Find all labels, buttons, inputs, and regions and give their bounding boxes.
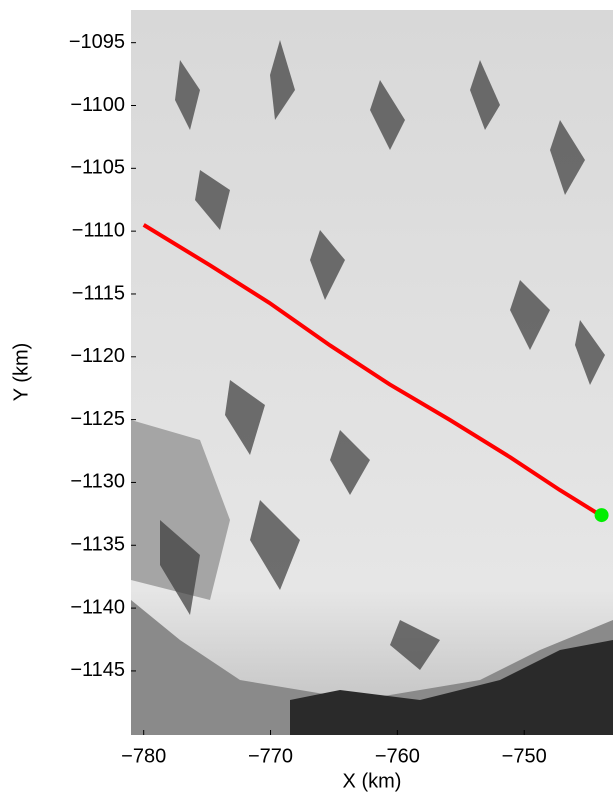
y-tick-label: −1140 [70, 596, 125, 618]
y-tick-label: −1120 [70, 345, 125, 367]
x-axis-label: X (km) [343, 770, 402, 792]
y-tick-label: −1135 [70, 534, 125, 556]
y-tick-label: −1105 [70, 157, 125, 179]
y-axis-label: Y (km) [10, 343, 32, 402]
y-tick-label: −1095 [69, 31, 125, 53]
x-tick-label: −780 [121, 745, 166, 767]
x-tick-label: −770 [248, 745, 293, 767]
y-tick-label: −1125 [70, 408, 125, 430]
y-tick-label: −1110 [72, 219, 125, 241]
y-tick-label: −1100 [70, 94, 125, 116]
point-marker [594, 508, 609, 523]
x-tick-label: −760 [375, 745, 420, 767]
track-line [142, 223, 602, 517]
x-tick-label: −750 [502, 745, 547, 767]
y-tick-label: −1145 [70, 659, 125, 681]
satellite-image [131, 10, 613, 735]
y-tick-label: −1130 [70, 471, 125, 493]
y-tick-label: −1115 [72, 282, 125, 304]
